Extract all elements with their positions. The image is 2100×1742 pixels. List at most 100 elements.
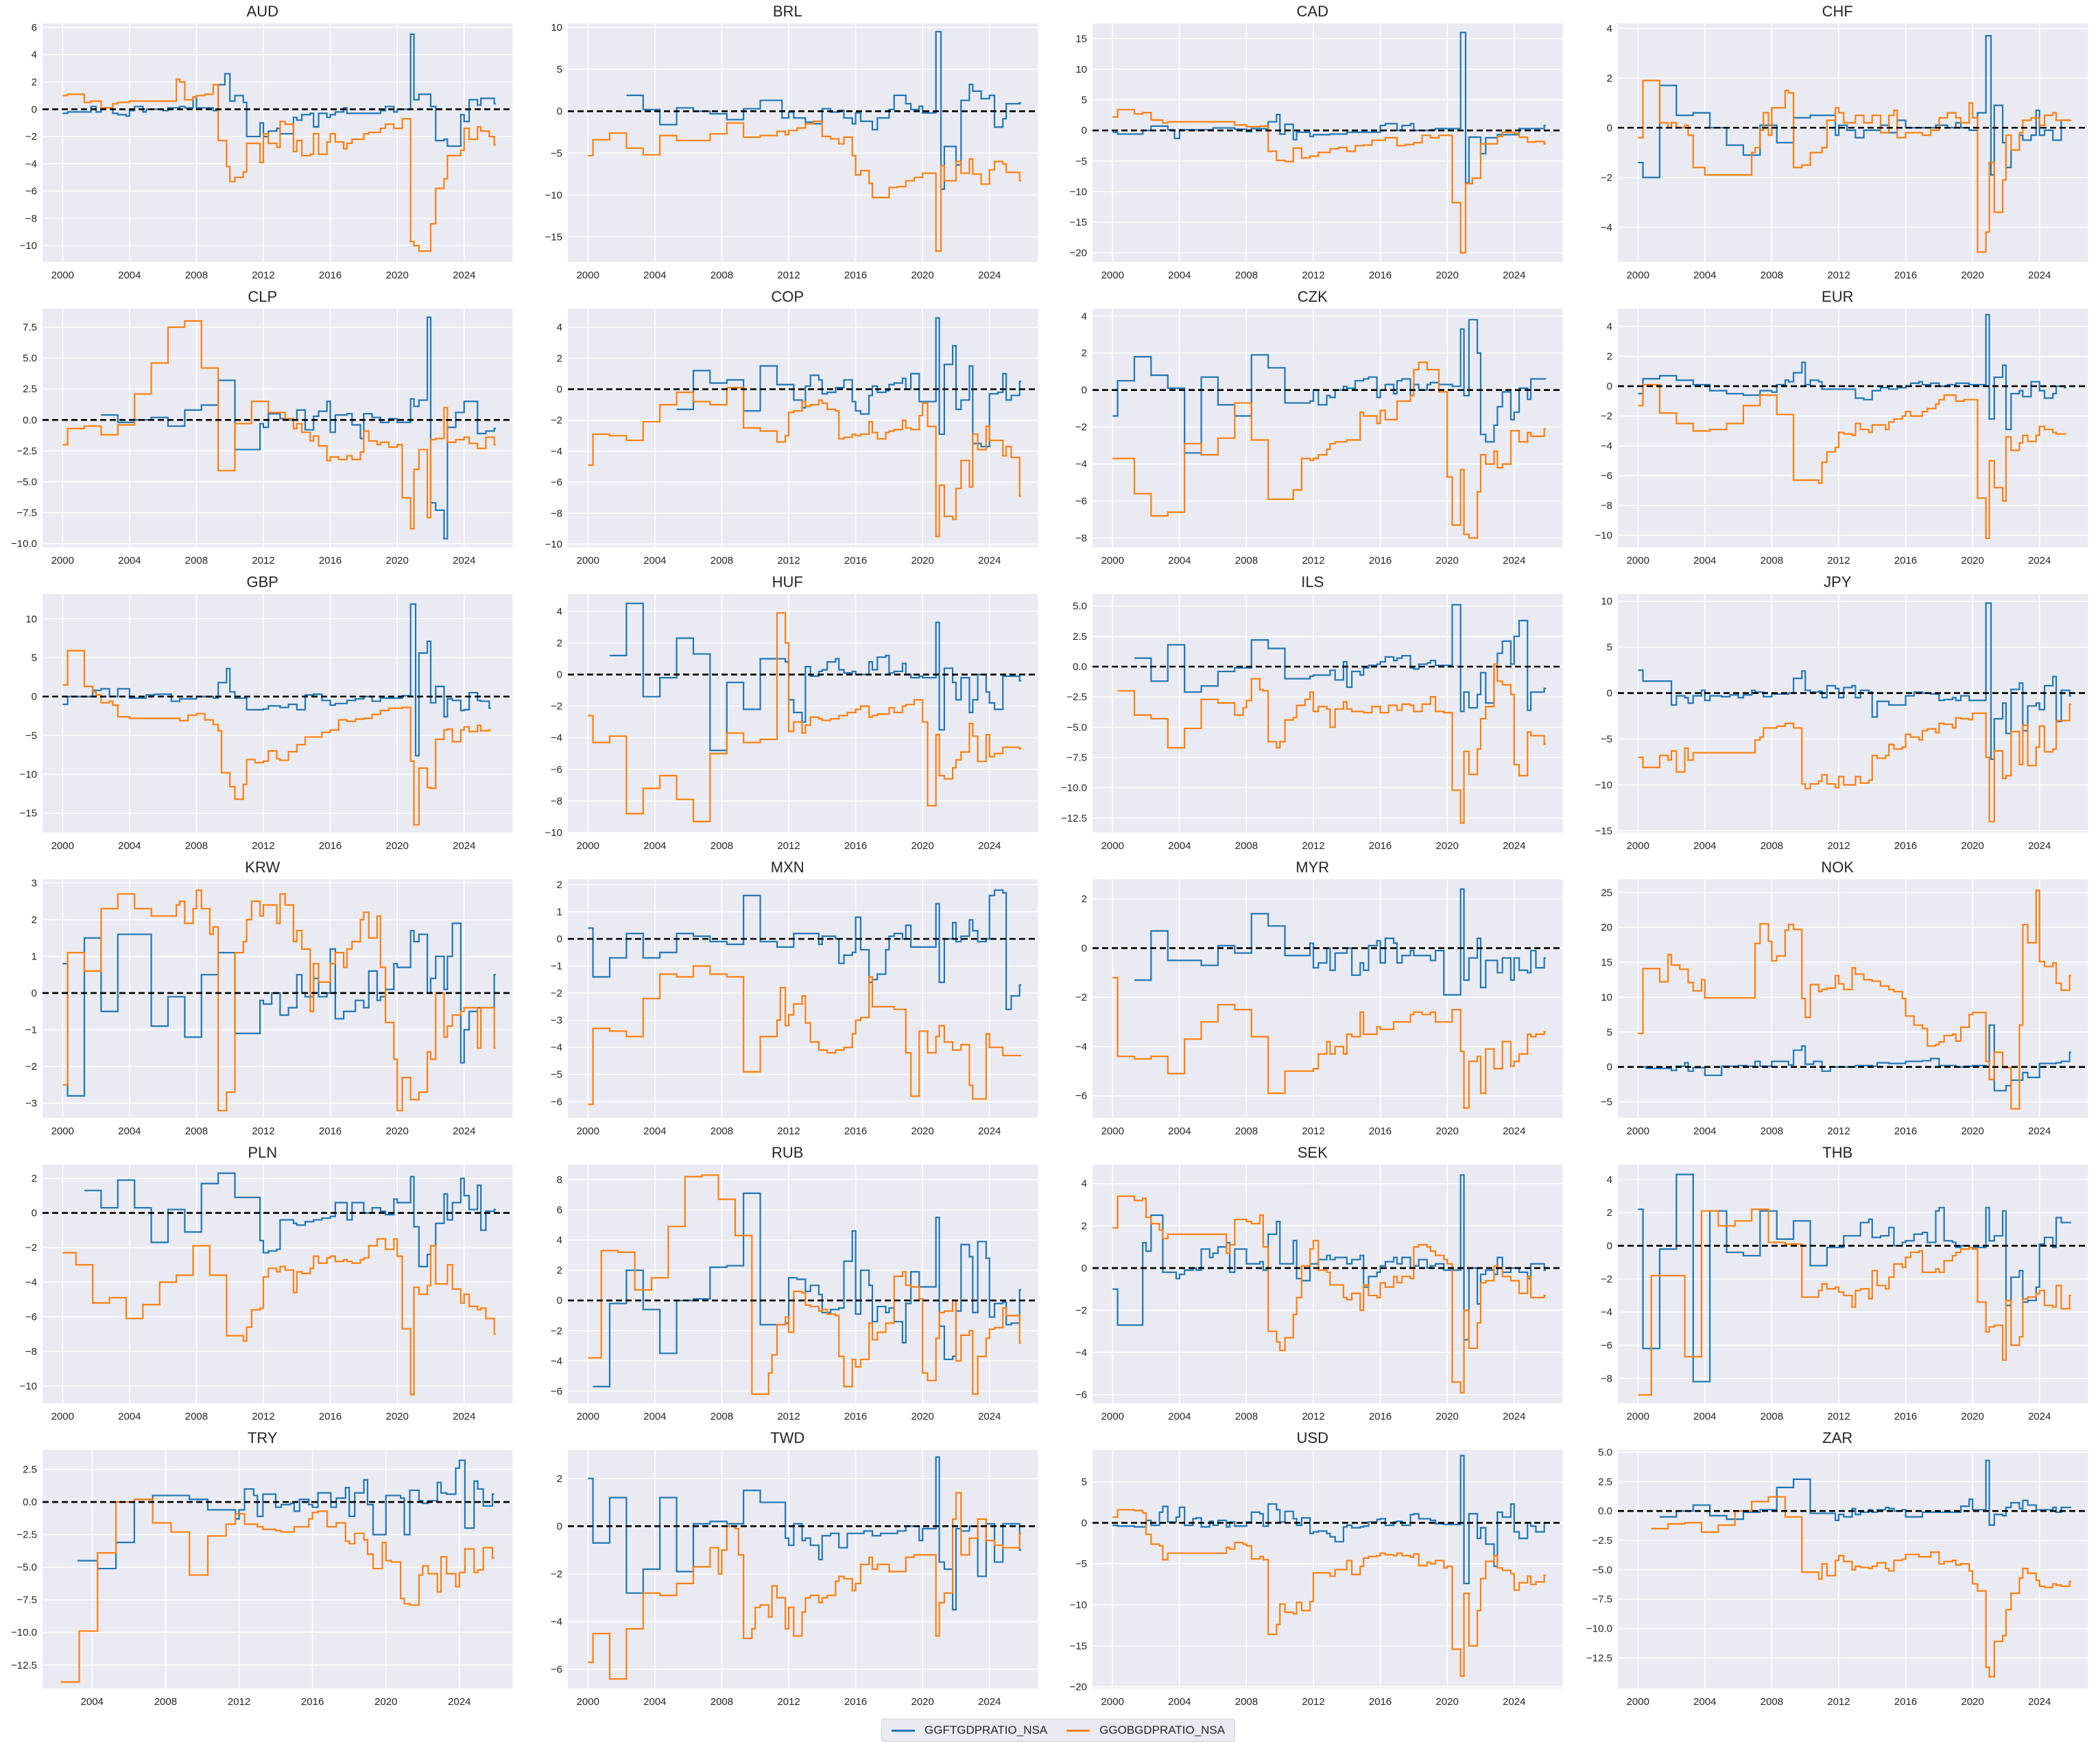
svg-text:−8: −8 (1600, 1373, 1612, 1385)
svg-text:2008: 2008 (1760, 555, 1782, 566)
svg-text:2016: 2016 (319, 1411, 342, 1422)
chart-panel-brl: BRL 2000 2004 2008 2012 2016 2020 2024 −15 −10 −5 0… (525, 0, 1051, 285)
svg-text:2008: 2008 (154, 1696, 177, 1708)
svg-text:4: 4 (32, 49, 37, 61)
svg-text:2000: 2000 (1101, 270, 1124, 281)
chart-title: MXN (770, 859, 804, 876)
chart-plot: 2000 2004 2008 2012 2016 2020 2024 −5 0 5 10 15 20 25 (1600, 879, 2088, 1137)
svg-text:2012: 2012 (252, 270, 274, 281)
svg-text:−10.0: −10.0 (11, 538, 37, 550)
svg-text:−5.0: −5.0 (16, 476, 37, 488)
svg-text:2008: 2008 (185, 1411, 208, 1422)
series-line-ggftgdpratio_nsa (1112, 1455, 1547, 1585)
svg-text:2016: 2016 (844, 270, 866, 281)
chart-title: TWD (770, 1429, 805, 1446)
chart-title: PLN (248, 1144, 278, 1161)
svg-text:2008: 2008 (1235, 270, 1258, 281)
chart-title: CAD (1296, 3, 1328, 20)
svg-text:2004: 2004 (118, 270, 141, 281)
series-line-ggftgdpratio_nsa (1134, 888, 1547, 996)
svg-text:−5: −5 (1075, 1558, 1087, 1570)
legend-label: GGFTGDPRATIO_NSA (924, 1723, 1048, 1737)
legend-swatch-blue (892, 1729, 915, 1732)
svg-text:−12.5: −12.5 (1061, 813, 1087, 824)
svg-text:2012: 2012 (777, 1125, 800, 1137)
svg-text:−3: −3 (25, 1098, 37, 1110)
svg-text:0: 0 (1082, 125, 1087, 136)
svg-text:2000: 2000 (576, 555, 599, 566)
svg-text:2020: 2020 (1435, 1696, 1458, 1708)
svg-text:−5.0: −5.0 (1066, 721, 1087, 733)
svg-text:10: 10 (1601, 992, 1612, 1003)
chart-title: HUF (772, 573, 803, 590)
svg-text:−15: −15 (545, 231, 562, 243)
svg-text:−15: −15 (20, 808, 37, 820)
svg-text:−2: −2 (1600, 1274, 1612, 1285)
svg-text:−10.0: −10.0 (1061, 783, 1087, 794)
svg-text:2020: 2020 (1961, 840, 1983, 852)
svg-text:−4: −4 (1600, 440, 1612, 452)
svg-text:−2: −2 (550, 1325, 562, 1337)
series-line-ggftgdpratio_nsa (676, 317, 1021, 448)
series-line-ggobgdpratio_nsa (1112, 1195, 1547, 1394)
chart-plot: 2000 2004 2008 2012 2016 2020 2024 −12.5 −10.0 −7… (1586, 1446, 2088, 1708)
svg-text:2012: 2012 (1827, 270, 1850, 281)
svg-text:2012: 2012 (252, 1125, 274, 1137)
svg-text:2000: 2000 (1626, 840, 1649, 852)
series-line-ggobgdpratio_nsa (587, 612, 1021, 822)
chart-title: AUD (246, 3, 278, 20)
svg-text:2020: 2020 (1435, 1125, 1458, 1137)
svg-text:−6: −6 (550, 1385, 562, 1397)
svg-text:2012: 2012 (1302, 1125, 1324, 1137)
series-line-ggobgdpratio_nsa (1637, 703, 2071, 823)
svg-text:2024: 2024 (453, 555, 475, 566)
svg-text:2016: 2016 (1369, 1696, 1392, 1708)
chart-title: KRW (245, 859, 281, 876)
svg-text:0: 0 (1082, 1263, 1087, 1274)
chart-plot: 2000 2004 2008 2012 2016 2020 2024 −6 −4 −2 0 2 4 (1075, 1165, 1563, 1422)
svg-text:2004: 2004 (1168, 1125, 1191, 1137)
svg-text:2: 2 (556, 879, 562, 891)
svg-text:−2: −2 (1075, 1304, 1087, 1316)
svg-text:2: 2 (1082, 894, 1087, 905)
svg-text:−6: −6 (550, 1096, 562, 1108)
svg-text:2012: 2012 (777, 270, 800, 281)
chart-panel-aud: AUD 2000 2004 2008 2012 2016 2020 2024 −10 −8 −6 −4… (0, 0, 525, 285)
svg-text:2024: 2024 (1503, 840, 1525, 852)
svg-text:0: 0 (32, 1208, 37, 1219)
chart-panel-ils: ILS 2000 2004 2008 2012 2016 2020 2024 −12.5 −10.… (1050, 571, 1575, 856)
series-line-ggobgdpratio_nsa (62, 889, 497, 1112)
svg-text:2000: 2000 (1101, 555, 1124, 566)
svg-text:2024: 2024 (978, 1411, 1001, 1422)
svg-text:2012: 2012 (228, 1696, 250, 1708)
series-line-ggobgdpratio_nsa (60, 1499, 494, 1683)
series-line-ggftgdpratio_nsa (77, 1459, 494, 1570)
svg-text:2004: 2004 (643, 840, 666, 852)
series-line-ggobgdpratio_nsa (62, 320, 497, 530)
svg-text:−2: −2 (1075, 422, 1087, 433)
chart-title: CLP (248, 288, 278, 305)
svg-text:2004: 2004 (1168, 1411, 1191, 1422)
svg-text:−12.5: −12.5 (11, 1660, 37, 1671)
series-line-ggftgdpratio_nsa (587, 889, 1021, 1010)
svg-text:−2: −2 (550, 701, 562, 713)
chart-panel-try: TRY 2004 2008 2012 2016 2020 2024 −12.5 −10.0 −7.… (0, 1427, 525, 1712)
svg-text:2000: 2000 (51, 270, 74, 281)
svg-text:−4: −4 (25, 1276, 37, 1288)
svg-text:2012: 2012 (252, 555, 274, 566)
chart-panel-cad: CAD 2000 2004 2008 2012 2016 2020 2024 −20 −15 −10… (1050, 0, 1575, 285)
svg-text:2024: 2024 (2028, 1696, 2051, 1708)
svg-text:−6: −6 (550, 477, 562, 488)
svg-text:0: 0 (1606, 1240, 1612, 1252)
svg-text:2016: 2016 (1894, 1125, 1916, 1137)
svg-text:−4: −4 (550, 1042, 562, 1053)
series-line-ggobgdpratio_nsa (62, 649, 491, 826)
series-line-ggftgdpratio_nsa (1134, 604, 1547, 713)
svg-text:2000: 2000 (1626, 1411, 1649, 1422)
chart-panel-myr: MYR 2000 2004 2008 2012 2016 2020 2024 −6 −4 −2 0 2 (1050, 856, 1575, 1141)
svg-text:−2: −2 (1600, 411, 1612, 422)
svg-text:2020: 2020 (911, 270, 933, 281)
svg-text:−7.5: −7.5 (1066, 752, 1087, 763)
svg-text:2016: 2016 (1894, 840, 1916, 852)
svg-text:−1: −1 (25, 1025, 37, 1036)
